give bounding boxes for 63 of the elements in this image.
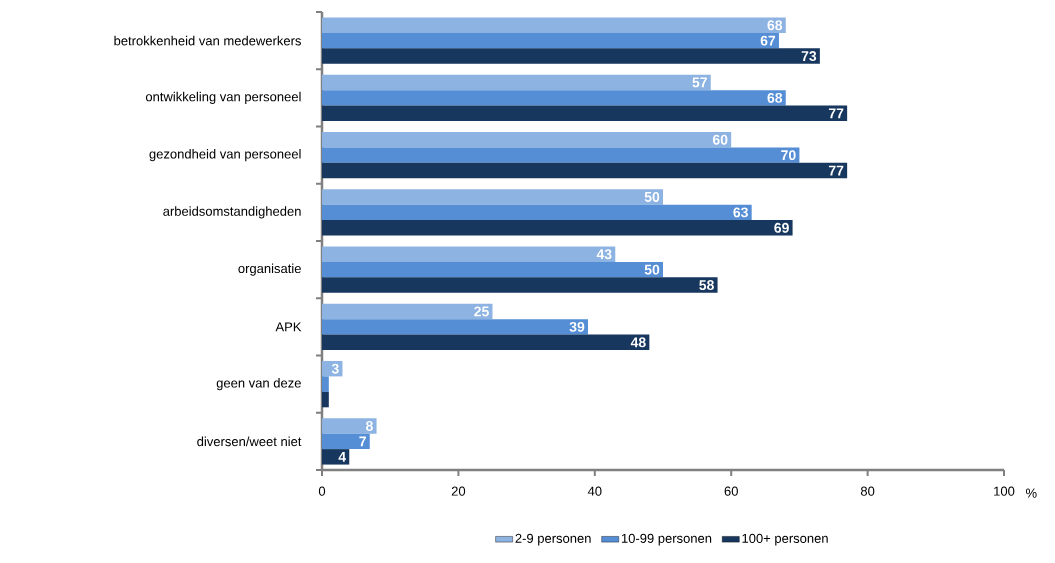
data-label: 77 [828,108,844,119]
bar [322,246,616,262]
bar [322,418,377,434]
data-label: 4 [338,452,347,462]
bar [322,319,588,335]
bar [322,303,493,320]
data-label: 57 [692,77,707,88]
bar [322,391,329,408]
x-tick-label: 80 [860,486,875,496]
data-label: 77 [828,165,844,176]
y-tick-label: betrokkenheid van medewerkers [114,35,301,46]
data-label: 25 [474,306,489,317]
y-tick-label: ontwikkeling van personeel [145,91,301,104]
bar [322,334,650,351]
data-label: 48 [630,337,646,348]
bar [322,105,848,122]
bar [322,204,752,221]
y-tick-label: gezondheid van personeel [149,149,301,162]
data-label: 43 [596,249,612,260]
y-tick-label: organisatie [238,263,301,276]
bar [322,131,732,148]
x-tick-label: 60 [724,486,738,496]
bar [322,32,779,49]
bar [322,220,793,236]
bar [322,48,820,64]
data-label: 7 [359,436,366,447]
bar [322,162,848,179]
bar [322,17,786,33]
bar [322,261,663,278]
bar [322,277,718,293]
y-tick-label: arbeidsomstandigheden [163,206,301,219]
legend-label: 2-9 personen [515,533,591,546]
bar [322,147,800,163]
bar [322,90,786,106]
data-label: 39 [569,321,585,332]
data-label: 68 [767,92,783,103]
bar [322,74,711,91]
data-label: 3 [331,363,339,374]
legend-label: 100+ personen [742,533,828,546]
data-label: 68 [767,20,783,31]
x-tick-label: 100 [994,486,1015,496]
data-label: 67 [760,35,776,46]
data-label: 73 [801,51,817,62]
bar [322,189,663,205]
y-tick-label: geen van deze [216,378,301,391]
x-tick-label: 20 [451,486,466,496]
data-label: 50 [644,191,660,202]
data-label: 8 [366,420,373,431]
data-label: 58 [699,280,714,291]
bar [322,376,329,392]
legend-label: 10-99 personen [621,533,712,546]
x-tick-label: 0 [318,486,326,496]
data-label: 69 [774,222,789,233]
y-tick-label: APK [275,322,302,332]
data-label: 50 [644,264,660,275]
data-label: 60 [712,134,728,145]
x-axis-title: % [1025,488,1037,498]
bar [322,433,370,450]
bar [322,449,350,465]
x-tick-label: 40 [587,486,602,496]
y-tick-label: diversen/weet niet [197,436,302,447]
data-label: 63 [733,207,748,218]
data-label: 70 [781,150,796,161]
